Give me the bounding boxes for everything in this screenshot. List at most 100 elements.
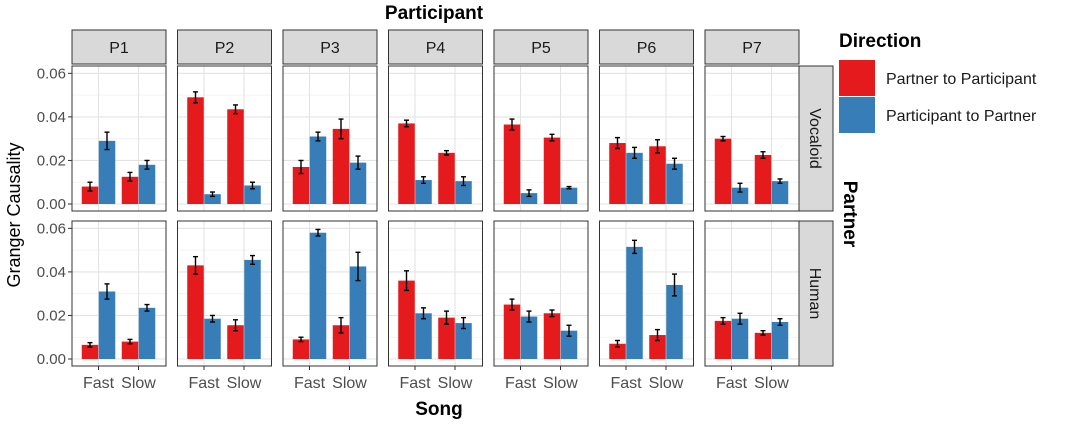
bar-vocaloid-p1-fast-partner-to-participant — [81, 186, 99, 204]
panel-border — [177, 65, 272, 212]
y-tick-label: 0.04 — [37, 264, 66, 281]
bar-vocaloid-p2-fast-participant-to-partner — [204, 194, 221, 204]
x-tick-label: Slow — [121, 375, 156, 392]
y-tick-label: 0.06 — [37, 65, 66, 82]
bar-human-p4-fast-participant-to-partner — [415, 313, 432, 359]
y-tick-label: 0.02 — [37, 152, 66, 169]
x-tick-label: Fast — [505, 375, 537, 392]
x-tick-label: Slow — [754, 375, 789, 392]
panel-border — [388, 220, 483, 367]
column-strip — [704, 29, 800, 65]
bar-vocaloid-p6-slow-partner-to-participant — [649, 146, 666, 204]
bar-vocaloid-p1-fast-participant-to-partner — [98, 140, 116, 204]
bar-vocaloid-p7-fast-participant-to-partner — [731, 187, 749, 204]
y-tick-label: 0.06 — [37, 220, 66, 237]
bar-human-p7-fast-participant-to-partner — [731, 318, 749, 359]
bar-human-p7-slow-partner-to-participant — [754, 332, 772, 359]
bar-human-p7-slow-participant-to-partner — [771, 321, 789, 359]
x-tick-label: Slow — [438, 375, 473, 392]
y-tick-label: 0.04 — [37, 109, 66, 126]
row-strip-label: Human — [806, 268, 823, 320]
bar-vocaloid-p5-fast-partner-to-participant — [503, 124, 521, 204]
bar-vocaloid-p5-slow-partner-to-participant — [543, 137, 561, 204]
panel-border — [388, 65, 483, 212]
legend-swatch — [839, 97, 875, 133]
panel-border — [493, 220, 589, 367]
x-tick-label: Slow — [227, 375, 262, 392]
legend-title: Direction — [839, 31, 921, 52]
column-strip-label: P4 — [426, 40, 446, 57]
column-strip — [71, 29, 167, 65]
row-strip — [798, 220, 834, 367]
bar-human-p3-slow-partner-to-participant — [332, 325, 350, 359]
column-strip — [282, 29, 378, 65]
x-tick-label: Fast — [399, 375, 431, 392]
column-strip — [599, 29, 694, 65]
y-tick-label: 0.00 — [37, 351, 66, 368]
bar-human-p2-fast-participant-to-partner — [204, 318, 221, 359]
bar-human-p3-fast-partner-to-participant — [292, 339, 310, 359]
bar-vocaloid-p2-slow-participant-to-partner — [244, 185, 261, 204]
panel-border — [493, 65, 589, 212]
bar-vocaloid-p6-fast-participant-to-partner — [626, 152, 643, 204]
bar-human-p2-fast-partner-to-participant — [187, 265, 204, 359]
bar-human-p6-fast-participant-to-partner — [626, 246, 643, 359]
bar-layer — [81, 97, 789, 359]
bar-vocaloid-p1-slow-participant-to-partner — [138, 164, 156, 204]
panel-frame-layer — [71, 65, 800, 367]
column-strip-label: P6 — [637, 40, 657, 57]
legend-layer: Direction Partner to Participant Participa… — [839, 31, 1037, 133]
bar-vocaloid-p4-slow-participant-to-partner — [455, 181, 472, 204]
bar-vocaloid-p4-fast-partner-to-participant — [398, 123, 415, 204]
bar-human-p2-slow-partner-to-participant — [227, 325, 244, 359]
bar-human-p3-fast-participant-to-partner — [309, 232, 327, 359]
y-tick-label: 0.02 — [37, 307, 66, 324]
panel-border — [599, 65, 694, 212]
bar-human-p3-slow-participant-to-partner — [349, 266, 367, 359]
bar-vocaloid-p5-fast-participant-to-partner — [520, 193, 538, 204]
x-tick-label: Slow — [332, 375, 367, 392]
column-strip-label: P7 — [742, 40, 762, 57]
x-tick-label: Fast — [716, 375, 748, 392]
row-strip-label: Vocaloid — [806, 108, 823, 169]
bar-vocaloid-p1-slow-partner-to-participant — [121, 176, 139, 204]
bar-vocaloid-p2-fast-partner-to-participant — [187, 97, 204, 204]
bar-vocaloid-p3-fast-partner-to-participant — [292, 166, 310, 204]
bar-human-p5-fast-partner-to-participant — [503, 304, 521, 359]
x-tick-label: Fast — [610, 375, 642, 392]
bar-human-p5-fast-participant-to-partner — [520, 316, 538, 359]
x-tick-label: Fast — [294, 375, 326, 392]
panel-border — [71, 65, 167, 212]
bar-human-p6-slow-participant-to-partner — [666, 284, 683, 359]
bar-vocaloid-p6-slow-participant-to-partner — [666, 163, 683, 204]
x-axis-title: Song — [415, 399, 463, 420]
bar-vocaloid-p3-slow-participant-to-partner — [349, 162, 367, 204]
bar-vocaloid-p7-slow-partner-to-participant — [754, 155, 772, 204]
bar-human-p5-slow-partner-to-participant — [543, 313, 561, 359]
bar-vocaloid-p3-fast-participant-to-partner — [309, 136, 327, 204]
facet-strip-layer: P1 P2 P3 P4 P5 P6 P7 Vocaloid Human — [71, 29, 834, 367]
bar-human-p1-slow-participant-to-partner — [138, 307, 156, 359]
grid-layer — [72, 66, 799, 366]
bar-human-p6-slow-partner-to-participant — [649, 335, 666, 359]
bar-human-p1-fast-partner-to-participant — [81, 344, 99, 359]
bar-human-p4-slow-partner-to-participant — [438, 317, 455, 359]
bar-vocaloid-p6-fast-partner-to-participant — [609, 143, 626, 204]
column-strip-label: P3 — [320, 40, 340, 57]
column-strip-label: P1 — [109, 40, 129, 57]
column-strip — [177, 29, 272, 65]
bar-vocaloid-p7-fast-partner-to-participant — [714, 138, 732, 204]
legend-label: Participant to Partner — [886, 108, 1037, 125]
panel-border — [599, 220, 694, 367]
panel-border — [71, 220, 167, 367]
column-strip-label: P5 — [531, 40, 551, 57]
bar-vocaloid-p7-slow-participant-to-partner — [771, 181, 789, 204]
bar-human-p4-slow-participant-to-partner — [455, 323, 472, 359]
bar-human-p6-fast-partner-to-participant — [609, 343, 626, 359]
row-facet-title: Partner — [839, 181, 860, 248]
chart-title: Participant — [385, 3, 484, 24]
x-tick-label: Slow — [543, 375, 578, 392]
bar-vocaloid-p3-slow-partner-to-participant — [332, 128, 350, 204]
